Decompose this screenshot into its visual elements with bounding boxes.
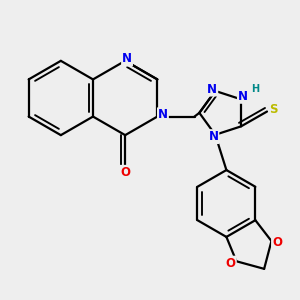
Text: O: O xyxy=(226,256,236,270)
Text: H: H xyxy=(251,84,259,94)
Text: N: N xyxy=(208,130,218,143)
Text: N: N xyxy=(122,52,132,65)
Text: O: O xyxy=(272,236,282,249)
Text: N: N xyxy=(158,108,168,121)
Text: N: N xyxy=(238,90,248,103)
Text: N: N xyxy=(207,82,217,96)
Text: O: O xyxy=(120,166,130,179)
Text: S: S xyxy=(269,103,278,116)
